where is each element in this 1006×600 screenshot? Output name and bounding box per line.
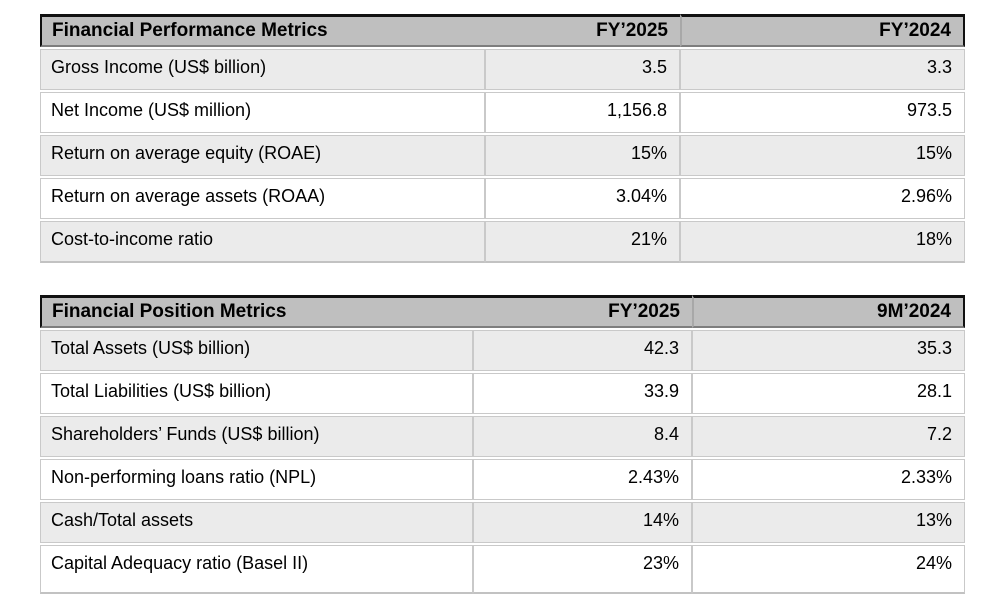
cell-value: 3.04% [485, 178, 680, 219]
table-row: Cash/Total assets 14% 13% [40, 502, 965, 543]
table-row: Total Assets (US$ billion) 42.3 35.3 [40, 330, 965, 371]
table-row: Gross Income (US$ billion) 3.5 3.3 [40, 49, 965, 90]
table-header-row: Financial Performance Metrics FY’2025 FY… [40, 14, 965, 47]
cell-value: 23% [473, 545, 692, 594]
cell-value: 28.1 [692, 373, 965, 414]
column-header-9m2024: 9M’2024 [692, 295, 965, 328]
financial-performance-table: Financial Performance Metrics FY’2025 FY… [40, 12, 965, 265]
row-label: Gross Income (US$ billion) [40, 49, 485, 90]
cell-value: 3.5 [485, 49, 680, 90]
table-row: Net Income (US$ million) 1,156.8 973.5 [40, 92, 965, 133]
table-row: Cost-to-income ratio 21% 18% [40, 221, 965, 263]
table-row: Return on average assets (ROAA) 3.04% 2.… [40, 178, 965, 219]
cell-value: 7.2 [692, 416, 965, 457]
row-label: Cash/Total assets [40, 502, 473, 543]
cell-value: 8.4 [473, 416, 692, 457]
table-title: Financial Position Metrics [40, 295, 473, 328]
table-title: Financial Performance Metrics [40, 14, 485, 47]
cell-value: 33.9 [473, 373, 692, 414]
row-label: Non-performing loans ratio (NPL) [40, 459, 473, 500]
cell-value: 42.3 [473, 330, 692, 371]
row-label: Shareholders’ Funds (US$ billion) [40, 416, 473, 457]
table-header-row: Financial Position Metrics FY’2025 9M’20… [40, 295, 965, 328]
financial-position-table: Financial Position Metrics FY’2025 9M’20… [40, 293, 965, 596]
cell-value: 3.3 [680, 49, 965, 90]
table-row: Return on average equity (ROAE) 15% 15% [40, 135, 965, 176]
cell-value: 15% [485, 135, 680, 176]
cell-value: 14% [473, 502, 692, 543]
cell-value: 2.43% [473, 459, 692, 500]
cell-value: 15% [680, 135, 965, 176]
row-label: Total Liabilities (US$ billion) [40, 373, 473, 414]
cell-value: 21% [485, 221, 680, 263]
cell-value: 2.33% [692, 459, 965, 500]
cell-value: 973.5 [680, 92, 965, 133]
cell-value: 1,156.8 [485, 92, 680, 133]
column-header-fy2024: FY’2024 [680, 14, 965, 47]
table-row: Shareholders’ Funds (US$ billion) 8.4 7.… [40, 416, 965, 457]
row-label: Capital Adequacy ratio (Basel II) [40, 545, 473, 594]
cell-value: 35.3 [692, 330, 965, 371]
row-label: Return on average assets (ROAA) [40, 178, 485, 219]
cell-value: 2.96% [680, 178, 965, 219]
cell-value: 18% [680, 221, 965, 263]
row-label: Cost-to-income ratio [40, 221, 485, 263]
column-header-fy2025: FY’2025 [485, 14, 680, 47]
table-row: Capital Adequacy ratio (Basel II) 23% 24… [40, 545, 965, 594]
table-row: Non-performing loans ratio (NPL) 2.43% 2… [40, 459, 965, 500]
column-header-fy2025: FY’2025 [473, 295, 692, 328]
cell-value: 13% [692, 502, 965, 543]
row-label: Total Assets (US$ billion) [40, 330, 473, 371]
cell-value: 24% [692, 545, 965, 594]
table-row: Total Liabilities (US$ billion) 33.9 28.… [40, 373, 965, 414]
row-label: Net Income (US$ million) [40, 92, 485, 133]
row-label: Return on average equity (ROAE) [40, 135, 485, 176]
